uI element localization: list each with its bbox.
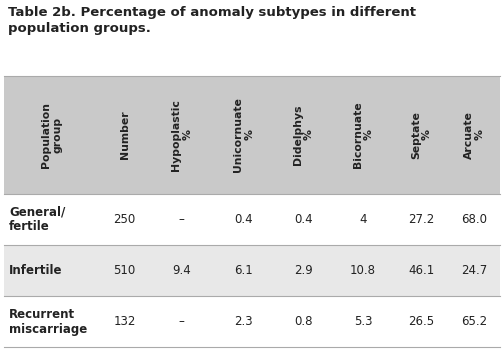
Text: 5.3: 5.3 bbox=[354, 315, 372, 328]
Text: –: – bbox=[178, 315, 184, 328]
Text: Hypoplastic
%: Hypoplastic % bbox=[171, 99, 192, 171]
Text: Recurrent
miscarriage: Recurrent miscarriage bbox=[9, 307, 87, 336]
Text: 2.3: 2.3 bbox=[234, 315, 253, 328]
Bar bbox=[4, 245, 500, 296]
Text: 68.0: 68.0 bbox=[461, 213, 487, 226]
Text: General/
fertile: General/ fertile bbox=[9, 205, 65, 233]
Text: 24.7: 24.7 bbox=[461, 264, 487, 277]
Text: Bicornuate
%: Bicornuate % bbox=[352, 102, 374, 168]
Text: 0.4: 0.4 bbox=[294, 213, 313, 226]
Text: 46.1: 46.1 bbox=[408, 264, 434, 277]
Text: Septate
%: Septate % bbox=[411, 111, 432, 159]
Text: 4: 4 bbox=[359, 213, 367, 226]
Text: 10.8: 10.8 bbox=[350, 264, 376, 277]
Text: 132: 132 bbox=[113, 315, 136, 328]
Text: Arcuate
%: Arcuate % bbox=[464, 111, 485, 159]
Text: 26.5: 26.5 bbox=[408, 315, 434, 328]
Bar bbox=[4, 76, 500, 194]
Text: Infertile: Infertile bbox=[9, 264, 62, 277]
Text: population groups.: population groups. bbox=[8, 22, 151, 35]
Bar bbox=[4, 194, 500, 245]
Text: 250: 250 bbox=[113, 213, 136, 226]
Text: Table 2b. Percentage of anomaly subtypes in different: Table 2b. Percentage of anomaly subtypes… bbox=[8, 6, 416, 19]
Text: –: – bbox=[178, 213, 184, 226]
Text: Unicornuate
%: Unicornuate % bbox=[233, 98, 255, 172]
Text: 2.9: 2.9 bbox=[294, 264, 313, 277]
Text: 65.2: 65.2 bbox=[461, 315, 487, 328]
Text: 0.4: 0.4 bbox=[234, 213, 253, 226]
Text: 510: 510 bbox=[113, 264, 136, 277]
Text: Number: Number bbox=[119, 111, 130, 159]
Text: 27.2: 27.2 bbox=[408, 213, 434, 226]
Text: Population
group: Population group bbox=[41, 102, 62, 168]
Bar bbox=[4, 296, 500, 347]
Text: Didelphys
%: Didelphys % bbox=[293, 105, 314, 165]
Text: 6.1: 6.1 bbox=[234, 264, 253, 277]
Text: 0.8: 0.8 bbox=[294, 315, 313, 328]
Text: 9.4: 9.4 bbox=[172, 264, 191, 277]
